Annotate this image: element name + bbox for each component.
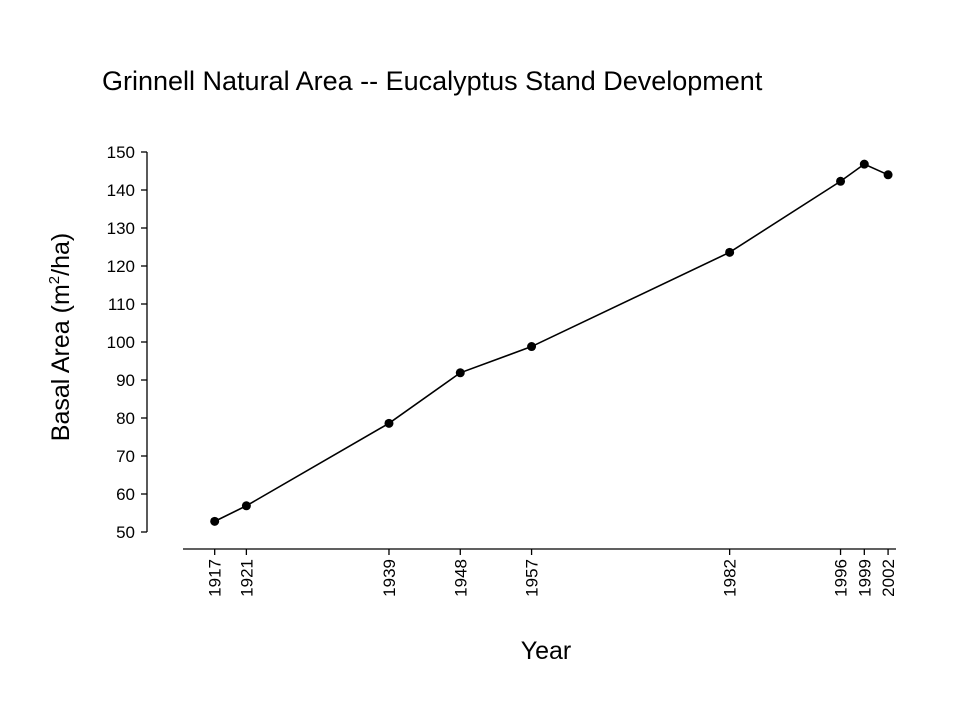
y-tick-label: 80 <box>116 409 135 428</box>
y-axis-label-prefix: Basal Area (m <box>47 284 75 441</box>
y-axis-label: Basal Area (m2/ha) <box>46 233 75 441</box>
x-tick-label: 1921 <box>237 559 256 597</box>
data-point <box>859 159 869 169</box>
data-point <box>883 170 893 180</box>
x-tick-label: 1948 <box>451 559 470 597</box>
x-axis: 1917 1921 1939 1948 1957 1982 1996 1999 2002 <box>183 548 898 597</box>
data-point <box>210 516 220 526</box>
y-tick-label: 90 <box>116 371 135 390</box>
y-tick-label: 150 <box>107 143 135 162</box>
x-tick-label: 1939 <box>380 559 399 597</box>
y-tick-label: 130 <box>107 219 135 238</box>
data-point <box>241 501 251 511</box>
data-point <box>836 176 846 186</box>
y-tick-label: 70 <box>116 447 135 466</box>
chart-title: Grinnell Natural Area -- Eucalyptus Stan… <box>102 66 763 96</box>
series-group <box>210 159 893 526</box>
y-axis-label-suffix: /ha) <box>47 233 75 276</box>
data-point <box>384 418 394 428</box>
x-tick-label: 1982 <box>721 559 740 597</box>
x-tick-label: 1917 <box>206 559 225 597</box>
y-tick-label: 140 <box>107 181 135 200</box>
y-tick-label: 60 <box>116 485 135 504</box>
y-tick-label: 50 <box>116 523 135 542</box>
y-axis-label-superscript: 2 <box>46 276 63 284</box>
x-tick-label: 1999 <box>855 559 874 597</box>
y-tick-label: 100 <box>107 333 135 352</box>
x-tick-label: 1957 <box>523 559 542 597</box>
y-axis: 50 60 70 80 90 100 110 120 130 140 150 <box>107 143 148 542</box>
data-point <box>527 342 537 352</box>
data-point <box>455 368 465 378</box>
series-line <box>214 163 889 523</box>
y-tick-label: 110 <box>108 295 135 314</box>
y-tick-label: 120 <box>107 257 135 276</box>
x-tick-label: 1996 <box>832 559 851 597</box>
x-axis-label: Year <box>521 637 572 665</box>
x-tick-label: 2002 <box>879 559 898 597</box>
data-point <box>725 247 735 257</box>
